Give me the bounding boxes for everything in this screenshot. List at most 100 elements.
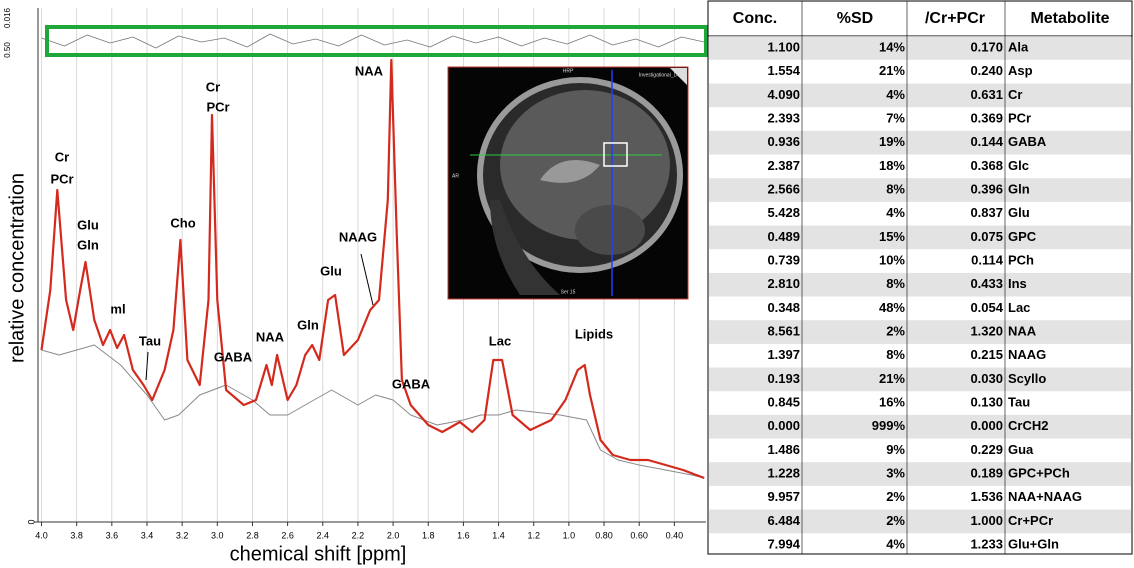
table-cell: 18% [879,158,905,173]
table-cell: 8% [886,347,905,362]
table-cell: Glu+Gln [1008,537,1059,552]
cerebellum [575,205,645,255]
peak-label: Cho [170,215,195,230]
table-cell: 7.994 [767,537,800,552]
table-cell: 0.396 [970,181,1003,196]
table-cell: 0.433 [970,276,1003,291]
table-cell: 0.189 [970,465,1003,480]
table-cell: 1.536 [970,489,1003,504]
table-cell: 1.233 [970,537,1003,552]
table-cell: 0.229 [970,442,1003,457]
x-tick-label: 3.0 [211,530,224,540]
peak-label: Lipids [575,326,613,341]
peak-label: Cr [206,79,220,94]
table-cell: 8.561 [767,323,800,338]
table-cell: 9% [886,442,905,457]
table-cell: 0.114 [971,252,1004,267]
peak-label: GABA [392,376,431,391]
table-cell: 1.486 [767,442,800,457]
peak-label: Tau [139,333,161,348]
x-tick-label: 1.4 [492,530,505,540]
table-cell: NAA+NAAG [1008,489,1082,504]
y-axis-label: relative concentration [6,173,28,363]
residual-scale-label: 0.50 [3,42,12,58]
table-cell: NAAG [1008,347,1046,362]
table-cell: 4.090 [767,87,800,102]
table-cell: Asp [1008,63,1033,78]
peak-label: ml [110,301,125,316]
table-cell: 2% [886,489,905,504]
peak-label: PCr [50,171,73,186]
x-axis-label: chemical shift [ppm] [230,543,407,565]
mri-label: HRP [563,68,574,74]
peak-label: Glu [320,263,342,278]
table-cell: GABA [1008,134,1047,149]
peak-label: Gln [77,237,99,252]
spectrum-line [42,345,705,478]
table-cell: 0.368 [970,158,1003,173]
x-tick-label: 4.0 [35,530,48,540]
table-cell: Ins [1008,276,1027,291]
x-tick-label: 3.4 [141,530,154,540]
table-cell: 999% [872,418,906,433]
table-cell: 0.054 [970,300,1003,315]
table-cell: PCh [1008,252,1034,267]
table-header: Conc. [733,10,777,27]
table-cell: 8% [886,181,905,196]
table-cell: 1.100 [767,39,800,54]
leader-line [361,254,373,305]
peak-label: PCr [206,99,229,114]
table-cell: 1.397 [767,347,800,362]
table-cell: 0.144 [970,134,1003,149]
table-cell: Cr+PCr [1008,513,1053,528]
table-cell: 9.957 [767,489,800,504]
table-cell: 0.170 [970,39,1003,54]
table-cell: 2.566 [767,181,800,196]
table-cell: 14% [879,39,905,54]
table-cell: 15% [879,229,905,244]
x-tick-label: 3.2 [176,530,189,540]
table-cell: Cr [1008,87,1022,102]
table-header: Metabolite [1030,10,1109,27]
peak-label: Lac [489,333,511,348]
table-cell: 0.075 [970,229,1003,244]
mri-label: Ser 15 [561,289,576,295]
table-cell: 0.845 [767,394,800,409]
table-cell: Scyllo [1008,371,1046,386]
x-tick-label: 3.8 [70,530,83,540]
table-cell: GPC [1008,229,1037,244]
table-cell: 4% [886,537,905,552]
table-cell: 2% [886,513,905,528]
spectrum-line [42,34,705,48]
table-cell: 16% [879,394,905,409]
table-cell: 2.393 [767,110,800,125]
peak-label: NAA [256,329,285,344]
table-cell: 0.369 [970,110,1003,125]
x-tick-label: 0.80 [595,530,613,540]
mri-label: Investigational_De [639,72,680,78]
table-cell: 5.428 [767,205,800,220]
x-tick-label: 1.6 [457,530,470,540]
table-cell: 1.320 [970,323,1003,338]
chart: HRPInvestigational_DeARSer 15 4.03.83.63… [0,0,1134,568]
table-cell: 1.554 [767,63,800,78]
table-cell: 4% [886,205,905,220]
table-cell: 0.193 [767,371,800,386]
table-cell: 8% [886,276,905,291]
table-cell: Ala [1008,39,1029,54]
table-cell: 6.484 [767,513,800,528]
table-cell: 48% [879,300,905,315]
table-cell: 10% [879,252,905,267]
peak-label: Cr [55,149,69,164]
x-tick-label: 1.0 [563,530,576,540]
table-cell: 0.215 [970,347,1003,362]
peak-label: Glu [77,217,99,232]
x-tick-label: 0.40 [666,530,684,540]
peak-label: NAAG [339,229,377,244]
x-tick-label: 2.4 [317,530,330,540]
table-cell: 2.387 [767,158,800,173]
table-cell: 2% [886,323,905,338]
table-cell: Gua [1008,442,1034,457]
x-tick-label: 0.60 [630,530,648,540]
